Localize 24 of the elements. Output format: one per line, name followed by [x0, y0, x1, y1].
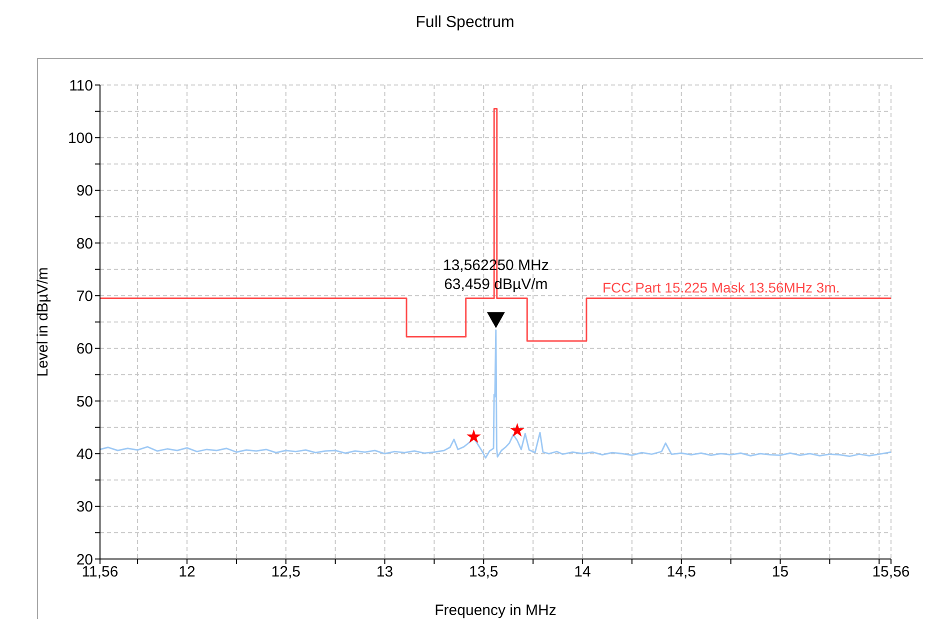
x-tick-label: 12 — [178, 564, 196, 581]
y-tick-label: 80 — [76, 235, 93, 252]
x-axis-title: Frequency in MHz — [434, 602, 556, 619]
y-tick-label: 40 — [76, 446, 93, 463]
x-tick-label: 13 — [376, 564, 394, 581]
x-tick-label: 14,5 — [666, 564, 696, 581]
line-series — [100, 329, 891, 459]
y-tick-label: 90 — [76, 182, 93, 200]
line-series — [100, 108, 891, 342]
y-tick-label: 110 — [69, 77, 93, 94]
x-tick-label: 12,5 — [271, 564, 300, 581]
series-label: FCC Part 15.225 Mask 13.56MHz 3m. — [602, 279, 840, 296]
y-tick-label: 60 — [76, 340, 93, 358]
y-tick-label: 50 — [76, 393, 93, 410]
chart-title: Full Spectrum — [414, 13, 516, 33]
x-tick-label: 15 — [772, 564, 789, 581]
x-tick-label: 13,5 — [469, 564, 498, 581]
x-tick-label: 15,56 — [872, 564, 910, 581]
x-tick-label: 14 — [574, 564, 591, 581]
y-tick-label: 70 — [76, 288, 93, 305]
y-tick-label: 100 — [68, 130, 93, 147]
y-axis-title: Level in dBµV/m — [34, 267, 52, 377]
x-tick-label: 11,56 — [82, 564, 118, 581]
y-tick-label: 30 — [76, 498, 93, 516]
